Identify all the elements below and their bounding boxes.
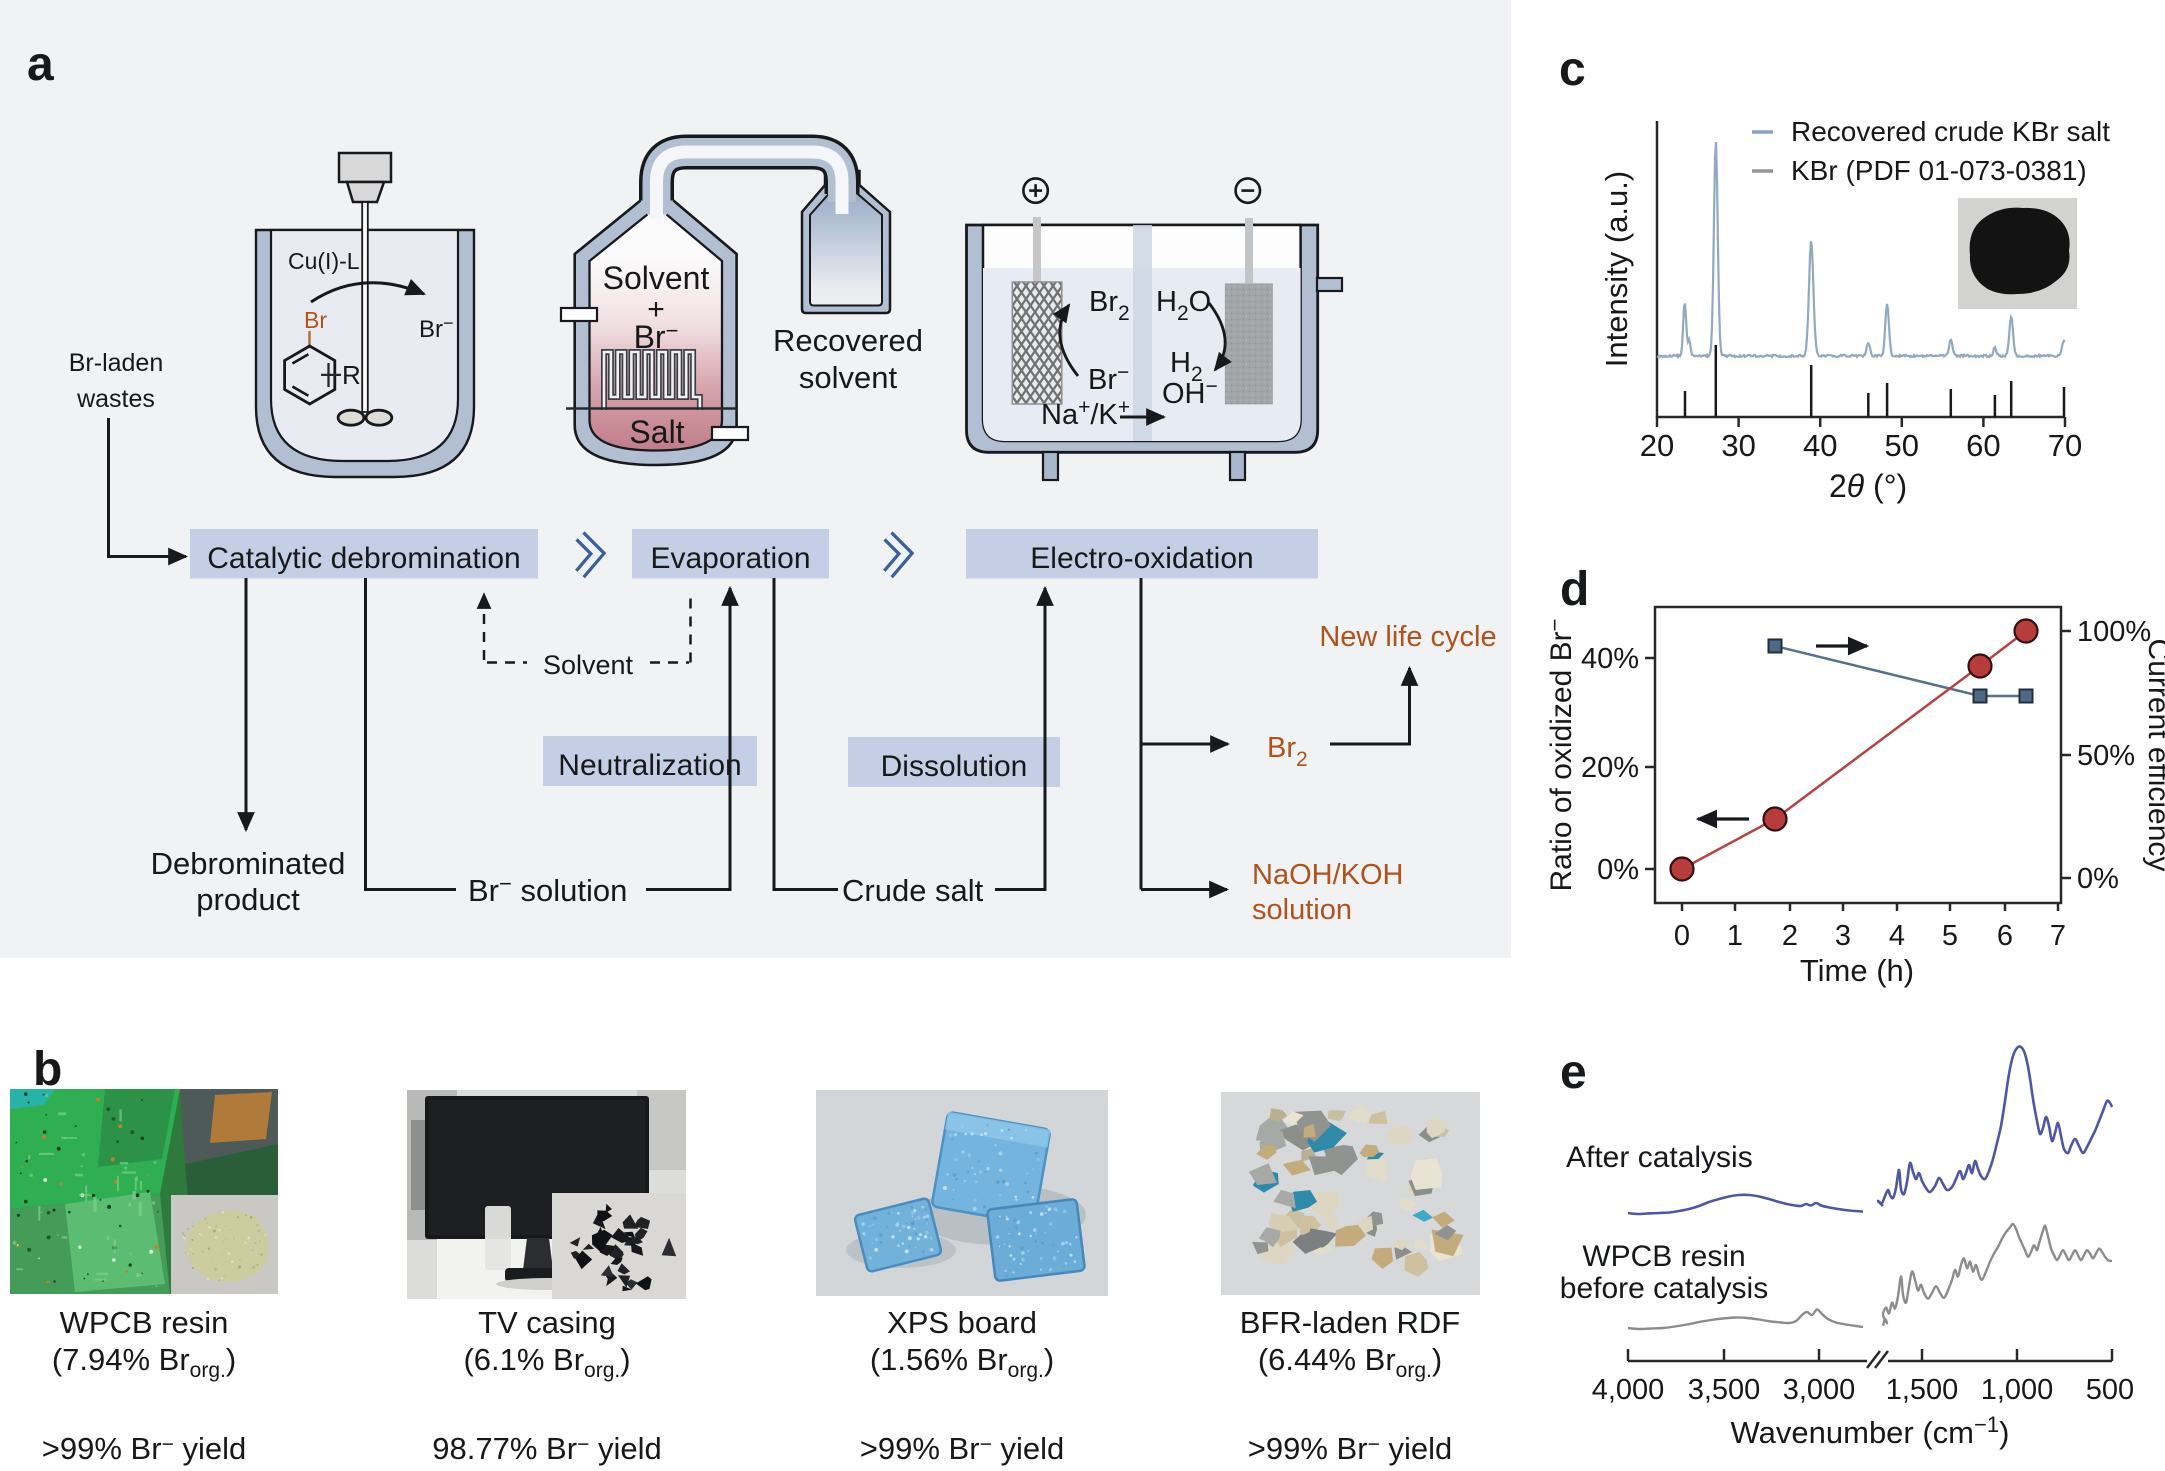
svg-text:20: 20 — [1640, 428, 1674, 463]
svg-text:1,500: 1,500 — [1886, 1374, 1959, 1406]
svg-text:Salt: Salt — [629, 414, 684, 450]
svg-text:solution: solution — [1252, 894, 1352, 926]
svg-text:Recovered: Recovered — [773, 323, 923, 358]
svg-text:Time (h): Time (h) — [1800, 953, 1914, 988]
svg-text:3,000: 3,000 — [1783, 1374, 1856, 1406]
svg-text:3: 3 — [1835, 920, 1851, 952]
svg-text:0: 0 — [1674, 920, 1690, 952]
svg-text:New life cycle: New life cycle — [1319, 621, 1496, 653]
svg-text:Ratio of oxidized Br−: Ratio of oxidized Br− — [1542, 619, 1578, 892]
svg-text:50: 50 — [1885, 428, 1919, 463]
svg-text:50%: 50% — [2077, 740, 2135, 772]
svg-text:100%: 100% — [2077, 616, 2151, 648]
svg-text:70: 70 — [2048, 428, 2082, 463]
svg-text:30: 30 — [1721, 428, 1755, 463]
svg-text:Intensity (a.u.): Intensity (a.u.) — [1599, 171, 1634, 367]
svg-text:5: 5 — [1942, 920, 1958, 952]
svg-text:Br-laden: Br-laden — [69, 349, 164, 377]
svg-text:4: 4 — [1889, 920, 1905, 952]
svg-text:solvent: solvent — [799, 360, 898, 395]
svg-text:500: 500 — [2086, 1374, 2134, 1406]
svg-text:Neutralization: Neutralization — [558, 749, 741, 782]
svg-text:20%: 20% — [1581, 752, 1639, 784]
svg-text:Solvent: Solvent — [603, 260, 710, 296]
svg-text:0%: 0% — [1597, 854, 1639, 886]
svg-text:WPCB resin: WPCB resin — [1582, 1240, 1745, 1273]
svg-text:e: e — [1560, 1046, 1587, 1099]
svg-text:Current efficiency: Current efficiency — [2142, 639, 2165, 872]
svg-text:Catalytic debromination: Catalytic debromination — [207, 542, 521, 575]
svg-text:Solvent: Solvent — [543, 650, 634, 680]
svg-text:2: 2 — [1782, 920, 1798, 952]
svg-text:4,000: 4,000 — [1592, 1374, 1665, 1406]
svg-text:40: 40 — [1803, 428, 1837, 463]
svg-text:product: product — [196, 882, 300, 917]
svg-text:60: 60 — [1966, 428, 2000, 463]
svg-text:Br: Br — [304, 307, 327, 333]
svg-text:2θ (°): 2θ (°) — [1829, 468, 1907, 504]
svg-text:0%: 0% — [2077, 863, 2119, 895]
svg-text:Br− solution: Br− solution — [468, 871, 627, 908]
svg-text:c: c — [1559, 43, 1586, 96]
svg-text:wastes: wastes — [76, 385, 155, 413]
svg-text:Recovered crude KBr salt: Recovered crude KBr salt — [1791, 116, 2110, 147]
svg-text:6: 6 — [1997, 920, 2013, 952]
svg-text:before catalysis: before catalysis — [1560, 1272, 1768, 1305]
svg-text:NaOH/KOH: NaOH/KOH — [1252, 859, 1403, 891]
svg-text:Br2: Br2 — [1267, 732, 1308, 771]
svg-text:Electro-oxidation: Electro-oxidation — [1030, 542, 1253, 575]
svg-text:a: a — [27, 38, 54, 91]
svg-text:d: d — [1560, 563, 1589, 616]
svg-text:Crude salt: Crude salt — [842, 873, 984, 908]
svg-text:40%: 40% — [1581, 643, 1639, 675]
svg-text:3,500: 3,500 — [1688, 1374, 1761, 1406]
svg-text:7: 7 — [2050, 920, 2066, 952]
svg-text:Wavenumber (cm−1): Wavenumber (cm−1) — [1731, 1412, 2010, 1450]
svg-text:Evaporation: Evaporation — [650, 542, 810, 575]
svg-text:1: 1 — [1727, 920, 1743, 952]
svg-text:Dissolution: Dissolution — [881, 750, 1028, 783]
svg-text:R: R — [342, 360, 361, 390]
svg-text:KBr (PDF 01-073-0381): KBr (PDF 01-073-0381) — [1791, 155, 2087, 186]
svg-text:Cu(I)-L: Cu(I)-L — [288, 248, 360, 274]
svg-text:After catalysis: After catalysis — [1566, 1141, 1753, 1174]
svg-text:Debrominated: Debrominated — [151, 846, 346, 881]
svg-text:1,000: 1,000 — [1981, 1374, 2054, 1406]
svg-text:+: + — [647, 293, 665, 326]
